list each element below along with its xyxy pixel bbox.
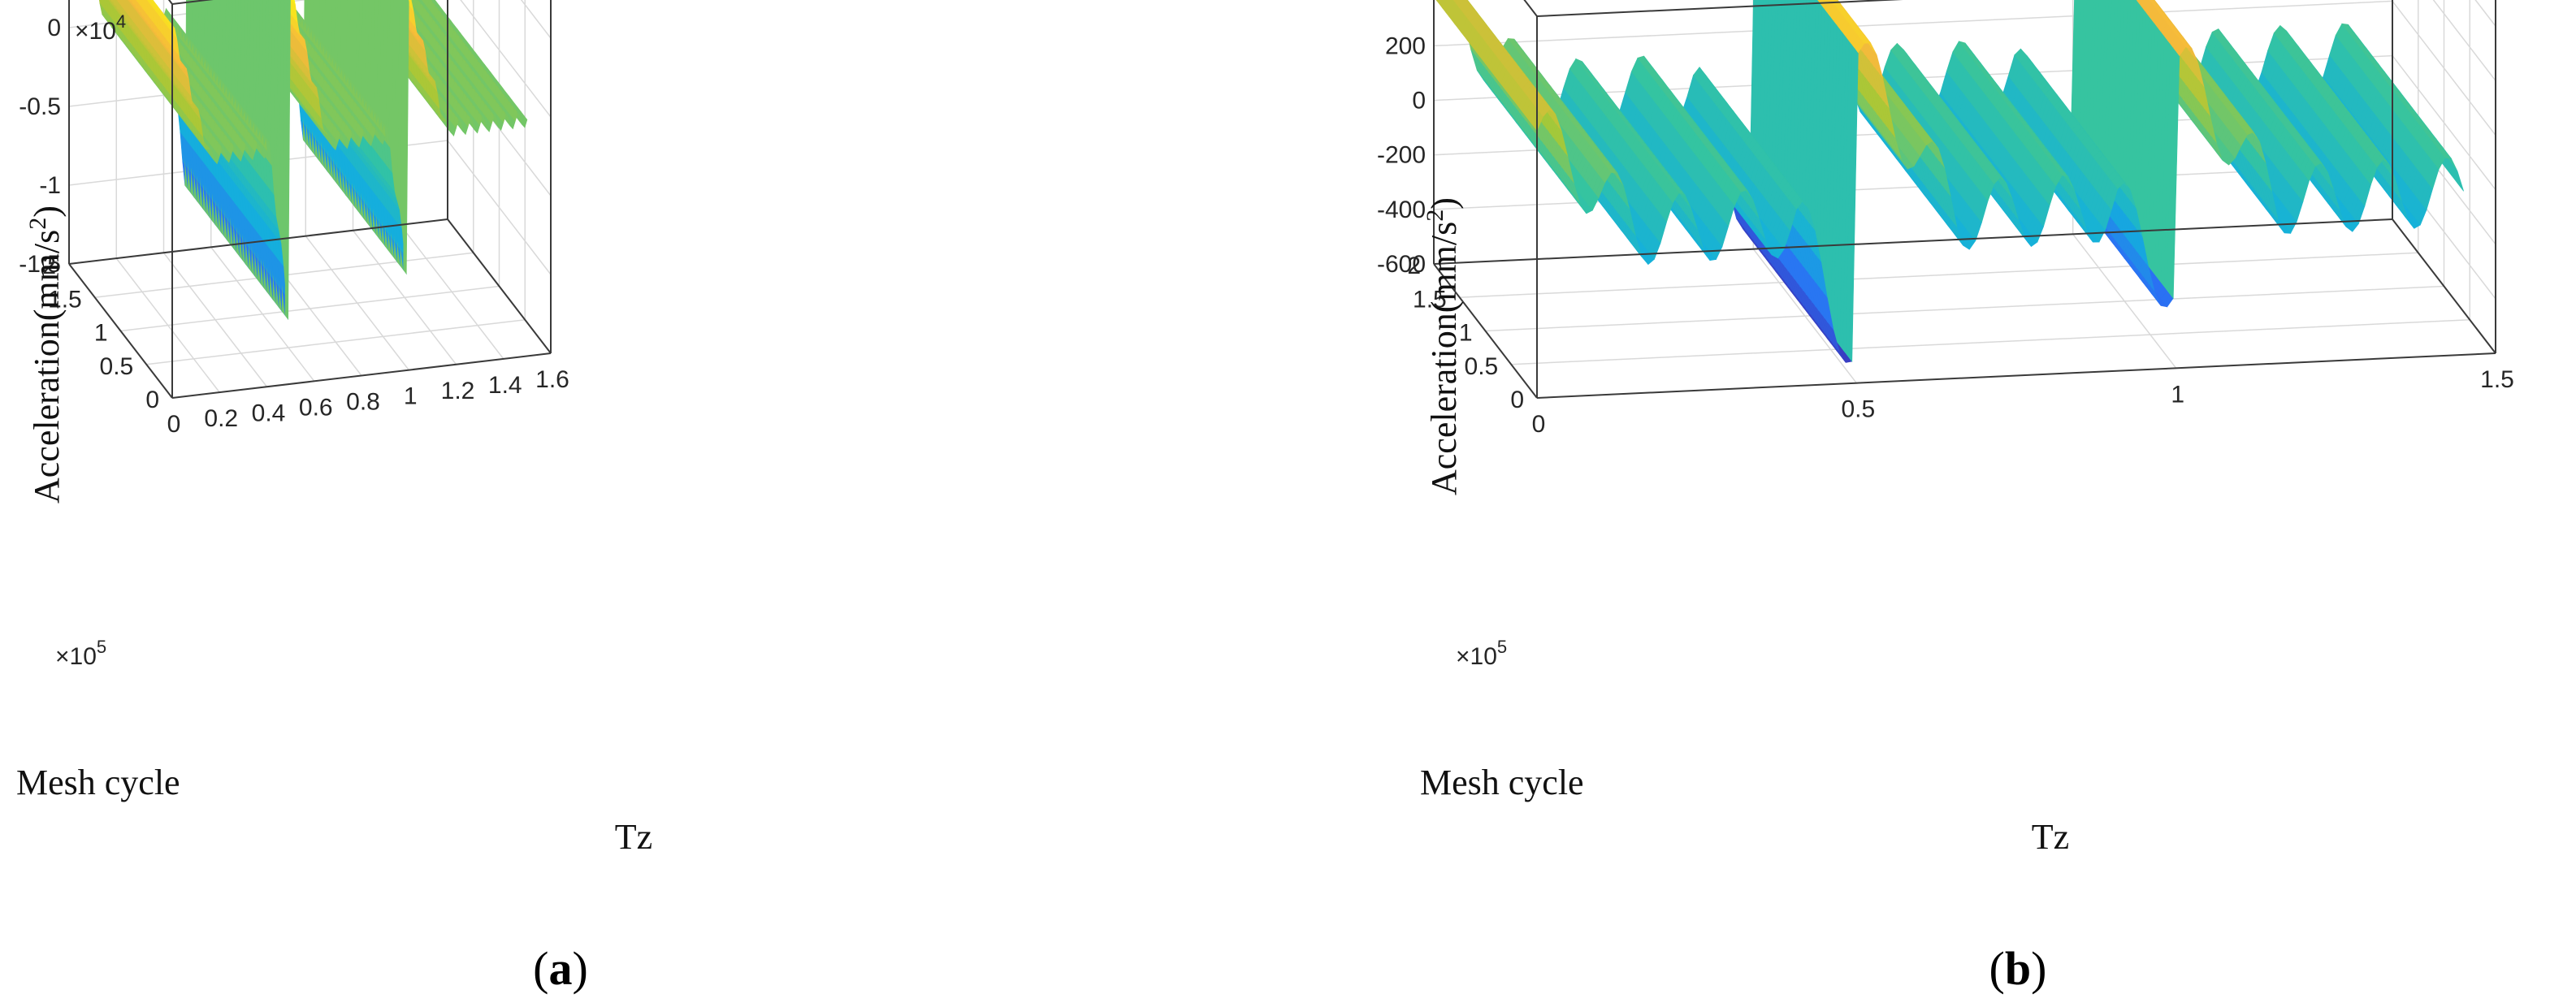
- side-wall-gridline: [520, 0, 552, 39]
- panel-a-chart: 0 0.2 0.4 0.6 0.8 1 1.2 1.4 1.600.511.52-1.5-1-0…: [16, 0, 652, 995]
- floor-gridline: [146, 319, 526, 365]
- panel-a-surface: [98, 0, 528, 321]
- floor-gridline: [120, 285, 500, 332]
